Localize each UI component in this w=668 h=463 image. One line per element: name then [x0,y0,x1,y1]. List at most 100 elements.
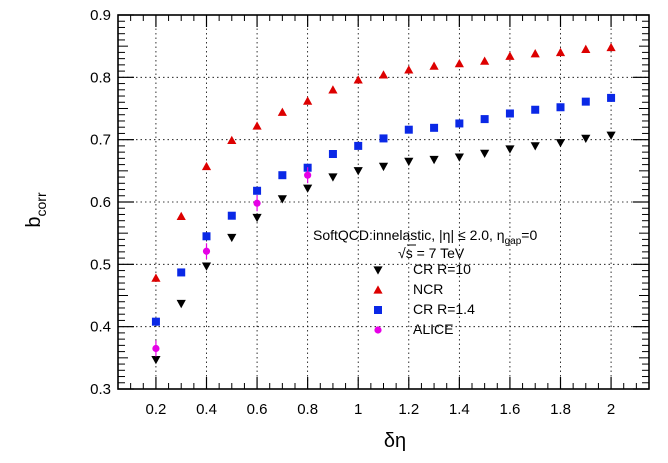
y-axis-title-subscript: corr [33,192,49,216]
data-point [404,65,414,74]
y-tick-label: 0.5 [90,256,111,273]
data-point [581,134,591,144]
x-tick-label: 2 [607,401,615,418]
data-point [328,150,337,159]
data-point [202,247,211,255]
legend-marker [373,266,383,275]
data-point [606,42,616,52]
x-tick-label: 1.2 [398,401,419,418]
data-point [304,171,312,179]
data-point [480,56,490,65]
x-tick-label: 1.6 [499,401,520,418]
legend-entry: CR R=1.4 [374,301,475,317]
data-point [253,186,262,195]
y-tick-label: 0.7 [90,132,111,149]
data-point [378,162,389,172]
data-point [227,211,236,220]
legend-marker [374,306,382,314]
legend-marker [374,326,382,334]
series-ncr [151,42,616,282]
data-point [328,85,338,94]
svg-text:bcorr: bcorr [23,192,49,228]
x-tick-label: 0.6 [247,401,268,418]
data-point [253,199,261,207]
x-tick-label: 0.4 [196,401,217,418]
data-point [505,145,515,154]
x-tick-label: 1 [354,401,362,418]
data-point [379,134,388,143]
y-tick-label: 0.9 [90,7,111,24]
data-point [531,105,540,114]
data-point [277,195,287,204]
annotation-line1-subscript: gap [505,236,522,247]
data-point [480,115,489,124]
data-point [227,233,237,243]
data-point [202,232,211,241]
y-tick-label: 0.6 [90,194,111,211]
y-tick-label: 0.8 [90,69,111,86]
data-point [480,149,490,158]
x-axis-title: δη [384,430,406,452]
annotation-sqrt-symbol: √ [398,245,406,261]
legend: SoftQCD:innelastic, |η| ≤ 2.0, ηgap=0 √s… [313,227,537,337]
data-point [252,213,262,223]
data-point [354,141,363,150]
data-point [505,109,514,118]
data-point [607,93,616,102]
data-point [454,153,464,162]
data-point [606,131,616,140]
legend-label: CR R=1.4 [413,301,475,317]
annotation-line1: SoftQCD:innelastic, |η| ≤ 2.0, ηgap=0 [313,227,537,247]
data-point [201,161,212,171]
x-tick-label: 0.2 [145,401,166,418]
data-point [176,299,186,309]
series-alice [152,167,312,357]
legend-label: ALICE [413,321,453,337]
legend-entry: NCR [373,281,443,297]
legend-label: CR R=10 [413,261,471,277]
axis-ticks [118,14,649,390]
data-point [581,97,590,106]
legend-marker [373,285,383,294]
x-tick-label: 0.8 [297,401,318,418]
data-point [277,107,287,116]
legend-entries: CR R=10 NCR CR R=1.4 ALICE [373,261,475,337]
data-point [151,317,160,326]
y-tick-label: 0.4 [90,319,111,336]
data-point [176,211,186,221]
data-point [378,70,389,79]
data-point [505,51,515,60]
data-point [151,356,161,365]
data-point [581,44,591,53]
data-point [556,103,565,112]
data-point [430,123,439,132]
annotation-line1-end: =0 [521,227,537,243]
legend-entry: CR R=10 [373,261,471,277]
data-point [303,184,313,193]
annotation-line1-text: SoftQCD:innelastic, |η| ≤ 2.0, η [313,227,505,243]
x-tick-label: 1.4 [449,401,470,418]
data-point [353,167,363,176]
data-point [429,155,439,165]
data-point [454,59,464,68]
annotation-line2-text: s = 7 TeV [406,245,465,261]
data-point [404,125,413,134]
data-point [353,75,363,84]
legend-label: NCR [413,281,443,297]
legend-entry: ALICE [374,321,453,337]
axis-tick-labels: 0.2 0.4 0.6 0.8 1 1.2 1.4 1.6 1.8 2 0.3 0.4 0.5 0.6 0.… [90,7,615,418]
data-point [177,268,186,277]
series-cr-r-10 [151,131,616,365]
data-markers [151,42,616,365]
data-point [151,273,161,282]
data-point [303,96,313,105]
data-point [555,47,566,57]
data-point [252,121,262,130]
data-point [429,61,439,70]
data-point [555,139,566,148]
data-point [152,344,160,353]
y-tick-label: 0.3 [90,381,111,398]
data-point [404,157,414,167]
data-point [328,173,338,182]
